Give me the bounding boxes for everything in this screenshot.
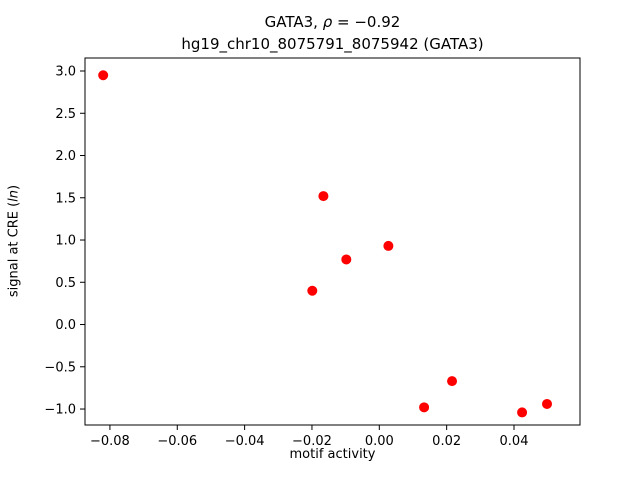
y-tick-label: 0.5 (55, 276, 76, 291)
x-tick-label: 0.00 (365, 434, 394, 449)
data-point (447, 376, 458, 387)
x-tick-label: −0.06 (157, 434, 197, 449)
data-point (419, 402, 430, 413)
x-tick-label: −0.08 (90, 434, 130, 449)
y-tick-label: −0.5 (44, 360, 76, 375)
x-tick-label: 0.04 (500, 434, 529, 449)
chart-title-line2: hg19_chr10_8075791_8075942 (GATA3) (181, 34, 484, 53)
x-tick-label: 0.02 (432, 434, 461, 449)
x-axis-label: motif activity (289, 447, 376, 462)
data-point (341, 254, 352, 265)
data-point (307, 285, 318, 296)
data-point (318, 191, 329, 202)
rho-symbol: ρ (322, 13, 333, 31)
y-tick-label: 3.0 (55, 65, 76, 80)
axes-spines (84, 57, 581, 426)
y-tick-label: 2.5 (55, 107, 76, 122)
data-point (383, 240, 394, 251)
y-tick-label: −1.0 (44, 403, 76, 418)
chart-title: GATA3, ρ = −0.92 hg19_chr10_8075791_8075… (85, 12, 580, 56)
x-tick-label: −0.02 (292, 434, 332, 449)
x-tick-label: −0.04 (225, 434, 265, 449)
data-point (98, 70, 109, 81)
data-point (517, 407, 528, 418)
y-tick-label: 0.0 (55, 318, 76, 333)
data-point (542, 398, 552, 409)
y-tick-label: 2.0 (55, 149, 76, 164)
chart-title-line1: GATA3, ρ = −0.92 (264, 13, 401, 31)
y-tick-label: 1.0 (55, 234, 76, 249)
y-tick-label: 1.5 (55, 191, 76, 206)
